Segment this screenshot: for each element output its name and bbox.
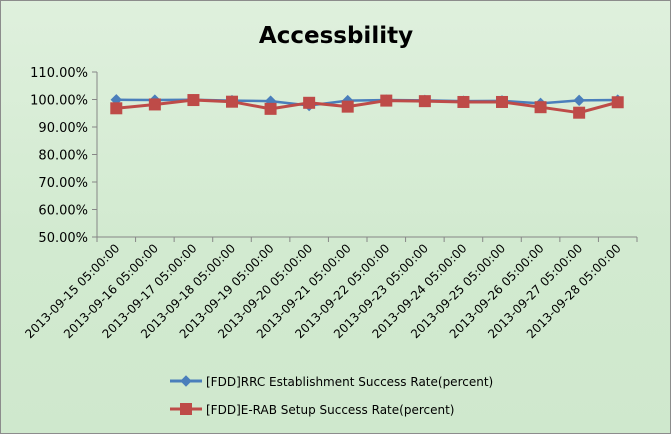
data-point bbox=[110, 102, 123, 115]
legend-item-1: [FDD]RRC Establishment Success Rate(perc… bbox=[170, 375, 493, 389]
legend: [FDD]RRC Establishment Success Rate(perc… bbox=[170, 375, 493, 417]
y-tick-label: 50.00% bbox=[38, 231, 88, 246]
y-tick-label: 70.00% bbox=[38, 176, 88, 191]
data-point bbox=[341, 100, 354, 113]
data-point bbox=[457, 95, 470, 108]
legend-label: [FDD]RRC Establishment Success Rate(perc… bbox=[206, 375, 493, 389]
series-2 bbox=[110, 94, 624, 119]
series-layer bbox=[110, 94, 624, 119]
y-tick-label: 80.00% bbox=[38, 149, 88, 164]
data-point bbox=[573, 94, 585, 107]
data-point bbox=[496, 95, 508, 108]
data-point bbox=[573, 106, 586, 119]
data-point bbox=[303, 96, 316, 109]
data-point bbox=[418, 95, 431, 108]
series-line bbox=[116, 98, 619, 115]
data-point bbox=[611, 96, 624, 109]
legend-marker bbox=[180, 375, 192, 387]
legend-label: [FDD]E-RAB Setup Success Rate(percent) bbox=[206, 403, 454, 417]
data-point bbox=[264, 102, 277, 115]
y-tick-label: 60.00% bbox=[38, 204, 88, 219]
data-point bbox=[534, 101, 547, 114]
y-tick-label: 110.00% bbox=[30, 66, 88, 81]
data-point bbox=[187, 94, 200, 107]
legend-item-2: [FDD]E-RAB Setup Success Rate(percent) bbox=[170, 403, 454, 417]
legend-marker bbox=[180, 403, 192, 415]
data-point bbox=[148, 98, 161, 111]
chart-title: Accessbility bbox=[259, 23, 413, 49]
data-point bbox=[380, 94, 393, 107]
data-point bbox=[226, 95, 238, 108]
y-tick-label: 100.00% bbox=[30, 94, 88, 109]
y-tick-label: 90.00% bbox=[38, 121, 88, 136]
